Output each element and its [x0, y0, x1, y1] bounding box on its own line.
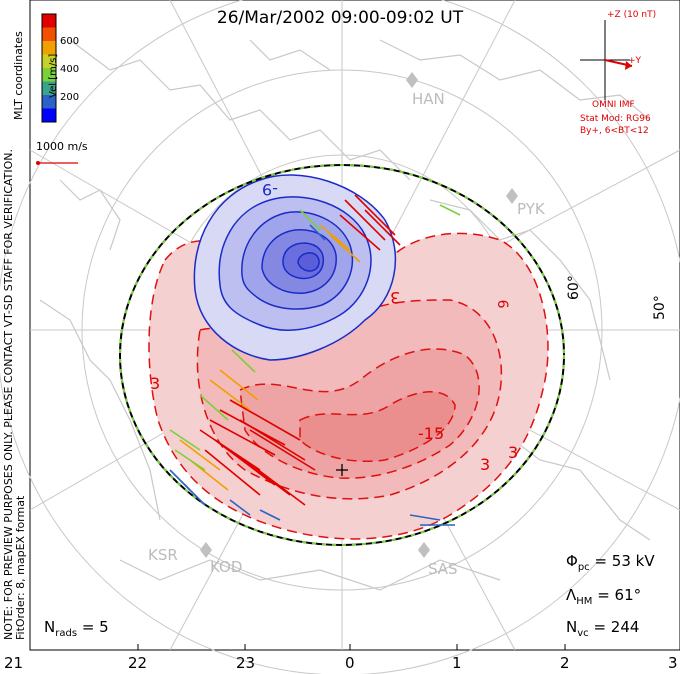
scale-vector	[36, 161, 78, 165]
color-bar	[41, 13, 57, 123]
color-bar-label: Vel [m/s]	[48, 53, 59, 98]
station-sas: SAS	[428, 560, 458, 578]
velocity-vectors	[169, 194, 461, 526]
color-bar-swatch	[42, 95, 56, 109]
color-bar-swatch	[42, 68, 56, 82]
map-title: 26/Mar/2002 09:00-09:02 UT	[216, 8, 464, 28]
color-bar-border	[41, 13, 57, 123]
contour-label-15: -15	[418, 424, 445, 443]
contour-label-3b: 3	[390, 288, 401, 307]
imf-y-label: +Y	[628, 56, 642, 66]
pole-marker	[336, 464, 348, 476]
imf-dial	[580, 20, 633, 100]
fit-order-label: FitOrder: 8, mapEX format	[14, 495, 27, 640]
mlt-tick-21: 21	[4, 654, 24, 672]
imf-source: OMNI IMF	[592, 100, 635, 110]
color-bar-tick-200: 200	[60, 92, 80, 103]
negative-cell	[193, 174, 397, 361]
stat-phi-pc: Φpc = 53 kV	[566, 552, 655, 573]
color-bar-swatch	[42, 14, 56, 28]
coords-label: MLT coordinates	[12, 31, 25, 120]
hm-boundary-dash	[119, 164, 565, 546]
stat-n-rads: Nrads = 5	[44, 618, 109, 639]
station-kod: KOD	[210, 558, 243, 576]
stat-nrads-symbol: N	[44, 618, 56, 636]
mlt-tick-1: 1	[452, 654, 462, 672]
stat-n-vc: Nvc = 244	[566, 618, 639, 639]
stat-nrads-sub: rads	[55, 628, 78, 639]
stat-nvc-value: = 244	[593, 618, 640, 636]
color-bar-tick-400: 400	[60, 64, 80, 75]
color-bar-swatch	[42, 81, 56, 96]
lat-label-50: 50°	[652, 295, 668, 320]
stat-lambda-symbol: Λ	[566, 586, 577, 604]
stat-nvc-symbol: N	[566, 618, 578, 636]
color-bar-tick-600: 600	[60, 36, 80, 47]
lat-label-60: 60°	[566, 275, 582, 300]
color-bar-swatch	[42, 54, 56, 69]
imf-model: Stat Mod: RG96	[580, 114, 651, 124]
imf-conditions: By+, 6<BT<12	[580, 126, 649, 136]
contour-label-9: 9	[496, 299, 513, 309]
stat-phi-sub: pc	[577, 562, 590, 573]
stat-nvc-sub: vc	[577, 628, 589, 639]
contour-label-3d: 3	[508, 443, 519, 462]
station-markers	[200, 72, 518, 558]
stat-lambda-sub: HM	[576, 596, 593, 607]
color-bar-swatch	[42, 108, 56, 123]
mlt-tick-0: 0	[345, 654, 355, 672]
stat-lambda-hm: ΛHM = 61°	[566, 586, 641, 607]
color-bar-swatch	[42, 27, 56, 42]
scale-vector-label: 1000 m/s	[36, 140, 88, 153]
station-pyk: PYK	[517, 200, 545, 218]
color-bar-swatch	[42, 41, 56, 55]
contour-label-3c: 3	[480, 455, 491, 474]
stat-phi-symbol: Φ	[566, 552, 578, 570]
contour-label-3a: 3	[150, 374, 161, 393]
mlt-axis-ticks	[29, 644, 680, 650]
mlt-tick-3: 3	[668, 654, 678, 672]
station-han: HAN	[412, 90, 445, 108]
mlt-tick-22: 22	[128, 654, 148, 672]
contour-label-neg: -9	[262, 180, 278, 199]
mlt-tick-2: 2	[560, 654, 570, 672]
mlt-tick-23: 23	[236, 654, 256, 672]
stat-phi-value: = 53 kV	[594, 552, 655, 570]
station-ksr: KSR	[148, 546, 178, 564]
stat-lambda-value: = 61°	[597, 586, 642, 604]
imf-z-label: +Z (10 nT)	[607, 10, 657, 20]
stat-nrads-value: = 5	[81, 618, 109, 636]
